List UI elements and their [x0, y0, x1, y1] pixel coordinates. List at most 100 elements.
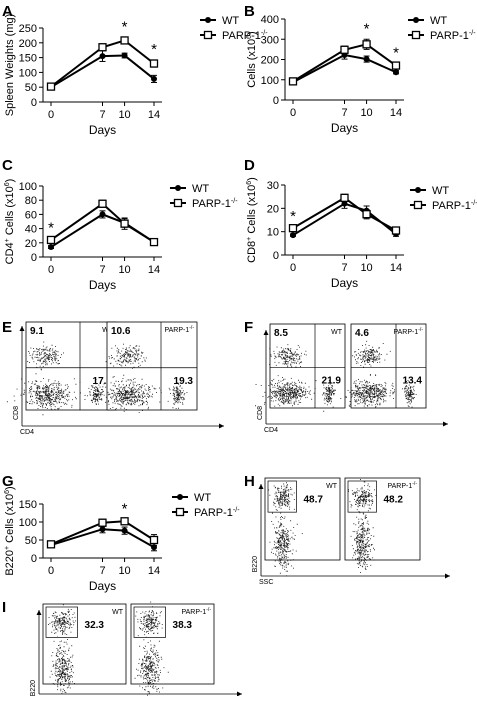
legend-wt-marker [177, 494, 183, 500]
quadrant-value-bottom-right: 13.4 [403, 376, 423, 387]
x-axis-label: CD4 [264, 427, 278, 434]
parp-series-line [50, 520, 155, 546]
cell-population [49, 630, 75, 701]
y-tick-label: 60 [25, 209, 37, 221]
legend-parp-marker [173, 198, 183, 208]
superscript: -/- [231, 198, 238, 205]
y-tick-label: 250 [19, 23, 37, 35]
x-tick-label: 14 [390, 262, 402, 274]
parp-data-point [98, 518, 107, 527]
y-axis-label-part: + [4, 238, 11, 242]
y-tick-label: 50 [25, 82, 37, 94]
y-tick-label: 30 [267, 180, 279, 192]
line-chart-a: 0 50 100 150 200 250 0 7 10 14 Days Spleen Weights … [4, 14, 268, 137]
y-tick-label: 0 [273, 95, 279, 107]
x-axis-arrow-head [219, 423, 224, 429]
plot-label-text: PARP-1 [387, 483, 412, 490]
x-axis-label: Days [331, 276, 358, 290]
y-tick-label: 20 [267, 203, 279, 215]
y-tick-label: 50 [25, 535, 37, 547]
x-tick-label: 10 [360, 262, 372, 274]
plot-frame [344, 477, 421, 561]
legend-parp-label: PARP-1-/- [222, 30, 268, 42]
x-axis-label: Days [89, 579, 116, 593]
y-axis-label: CD8 [257, 406, 264, 420]
gate-percentage: 48.2 [384, 495, 404, 506]
x-axis-label: Days [331, 121, 358, 135]
cell-population [340, 374, 395, 409]
gate-percentage: 48.7 [304, 495, 324, 506]
y-tick-label: 100 [19, 517, 37, 529]
flow-plot-parp: 38.3 PARP-1-/- [130, 601, 215, 700]
legend-parp-label: PARP-1-/- [194, 507, 240, 519]
parp-data-point [120, 219, 129, 228]
y-axis-label: CD8 [13, 406, 20, 420]
x-tick-label: 7 [99, 264, 105, 276]
x-tick-label: 7 [341, 262, 347, 274]
plot-label-text: PARP-1 [164, 327, 189, 334]
panel-letter-e: E [2, 319, 12, 336]
y-tick-label: 10 [267, 227, 279, 239]
x-tick-label: 14 [148, 565, 160, 577]
y-axis-label-part: Cells (x10 [246, 39, 258, 88]
y-tick-label: 150 [19, 53, 37, 65]
significance-star: * [364, 20, 370, 37]
y-axis-label: B220+ Cells (x106) [4, 486, 16, 575]
parp-series-line [292, 196, 397, 232]
quadrant-value-top-left: 8.5 [274, 328, 288, 339]
parp-data-point [98, 43, 107, 52]
wt-data-point [341, 200, 348, 207]
x-tick-label: 7 [341, 107, 347, 119]
x-axis-label: SSC [259, 579, 273, 586]
legend-parp-label: PARP-1-/- [192, 198, 238, 210]
significance-star: * [122, 500, 128, 517]
legend-wt-label: WT [194, 492, 211, 504]
flow-plot-wt: 32.3 WT [42, 603, 127, 701]
superscript: -/- [189, 325, 194, 331]
y-axis-label-part: CD4 [4, 242, 16, 264]
y-axis-label-part: ) [246, 31, 258, 35]
y-axis-label-part: + [246, 237, 253, 241]
legend: WT PARP-1-/- [408, 15, 476, 42]
legend-wt-label: WT [222, 15, 239, 27]
parp-data-point [340, 193, 349, 202]
parp-data-point [362, 210, 371, 219]
wt-data-point [99, 211, 106, 218]
gate-box [347, 480, 377, 513]
gate-percentage: 32.3 [85, 620, 105, 631]
plot-label: PARP-1-/- [387, 481, 417, 490]
legend-wt-marker [413, 17, 419, 23]
y-tick-label: 100 [19, 181, 37, 193]
superscript: -/- [261, 30, 268, 37]
wt-series-line [50, 528, 155, 549]
y-axis-label: Spleen Weights (mg) [4, 14, 16, 117]
superscript: -/- [471, 200, 477, 207]
parp-data-point [120, 36, 129, 45]
y-axis-label-part: 6 [246, 181, 253, 185]
legend-parp-marker [413, 200, 423, 210]
cell-population [48, 604, 77, 638]
legend: WT PARP-1-/- [170, 183, 238, 210]
panel-letter-c: C [2, 157, 13, 174]
wt-data-point [393, 69, 399, 76]
x-tick-label: 0 [48, 264, 54, 276]
y-axis-label: Cells (x106) [246, 31, 258, 87]
flow-plot-parp: 10.6 19.3 PARP-1-/- [84, 321, 198, 413]
cell-population [84, 374, 162, 413]
parp-series-line [50, 202, 155, 243]
flow-plot-wt: 8.5 21.9 WT [255, 323, 346, 412]
plot-label: WT [331, 329, 343, 336]
y-axis-label-part: 6 [4, 490, 11, 494]
legend: WT PARP-1-/- [200, 15, 268, 42]
y-axis-label-part: 6 [246, 35, 253, 39]
panel-letter-f: F [244, 319, 253, 336]
wt-data-point [99, 53, 106, 60]
wt-data-point [99, 526, 106, 533]
superscript: -/- [412, 481, 417, 487]
parp-data-point [340, 45, 349, 54]
cell-population [350, 512, 375, 573]
superscript: -/- [418, 327, 423, 333]
